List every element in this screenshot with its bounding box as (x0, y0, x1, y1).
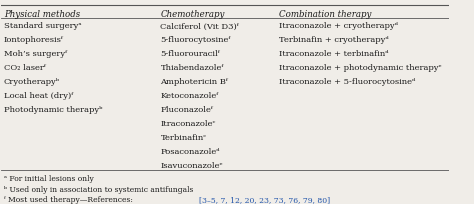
Text: Standard surgeryᵃ: Standard surgeryᵃ (4, 22, 81, 30)
Text: Itraconazole + 5-fluorocytosineᵈ: Itraconazole + 5-fluorocytosineᵈ (279, 78, 416, 86)
Text: Physical methods: Physical methods (4, 10, 80, 19)
Text: Local heat (dry)ᶠ: Local heat (dry)ᶠ (4, 92, 73, 100)
Text: ᵃ For initial lesions only: ᵃ For initial lesions only (4, 174, 93, 182)
Text: Iontophoresisᶠ: Iontophoresisᶠ (4, 36, 64, 44)
Text: 5-fluorocytosineᶠ: 5-fluorocytosineᶠ (161, 36, 231, 44)
Text: 5-fluorouracilᶠ: 5-fluorouracilᶠ (161, 50, 220, 58)
Text: Ketoconazoleᶠ: Ketoconazoleᶠ (161, 92, 219, 100)
Text: Chemotherapy: Chemotherapy (161, 10, 225, 19)
Text: Terbinafin + cryotherapyᵈ: Terbinafin + cryotherapyᵈ (279, 36, 389, 44)
Text: Calciferol (Vit D3)ᶠ: Calciferol (Vit D3)ᶠ (161, 22, 239, 30)
Text: ᵇ Used only in association to systemic antifungals: ᵇ Used only in association to systemic a… (4, 185, 193, 193)
Text: Thiabendazoleᶠ: Thiabendazoleᶠ (161, 64, 224, 72)
Text: Amphotericin Bᶠ: Amphotericin Bᶠ (161, 78, 228, 86)
Text: Moh’s surgeryᶠ: Moh’s surgeryᶠ (4, 50, 67, 58)
Text: Isavuconazoleᵉ: Isavuconazoleᵉ (161, 162, 223, 170)
Text: Combination therapy: Combination therapy (279, 10, 372, 19)
Text: Itraconazole + terbinafinᵈ: Itraconazole + terbinafinᵈ (279, 50, 389, 58)
Text: Posaconazoleᵈ: Posaconazoleᵈ (161, 147, 220, 155)
Text: Terbinafinᶜ: Terbinafinᶜ (161, 134, 207, 142)
Text: Cryotherapyᵇ: Cryotherapyᵇ (4, 78, 60, 86)
Text: Itraconazole + cryotherapyᵈ: Itraconazole + cryotherapyᵈ (279, 22, 398, 30)
Text: [3–5, 7, 12, 20, 23, 73, 76, 79, 80]: [3–5, 7, 12, 20, 23, 73, 76, 79, 80] (199, 195, 329, 203)
Text: Itraconazole + photodynamic therapyᵉ: Itraconazole + photodynamic therapyᵉ (279, 64, 442, 72)
Text: ᶠ Most used therapy—References:: ᶠ Most used therapy—References: (4, 195, 135, 203)
Text: Photodynamic therapyᵇ: Photodynamic therapyᵇ (4, 106, 102, 114)
Text: Itraconazoleᶜ: Itraconazoleᶜ (161, 120, 216, 128)
Text: Fluconazoleᶠ: Fluconazoleᶠ (161, 106, 213, 114)
Text: CO₂ laserᶠ: CO₂ laserᶠ (4, 64, 46, 72)
